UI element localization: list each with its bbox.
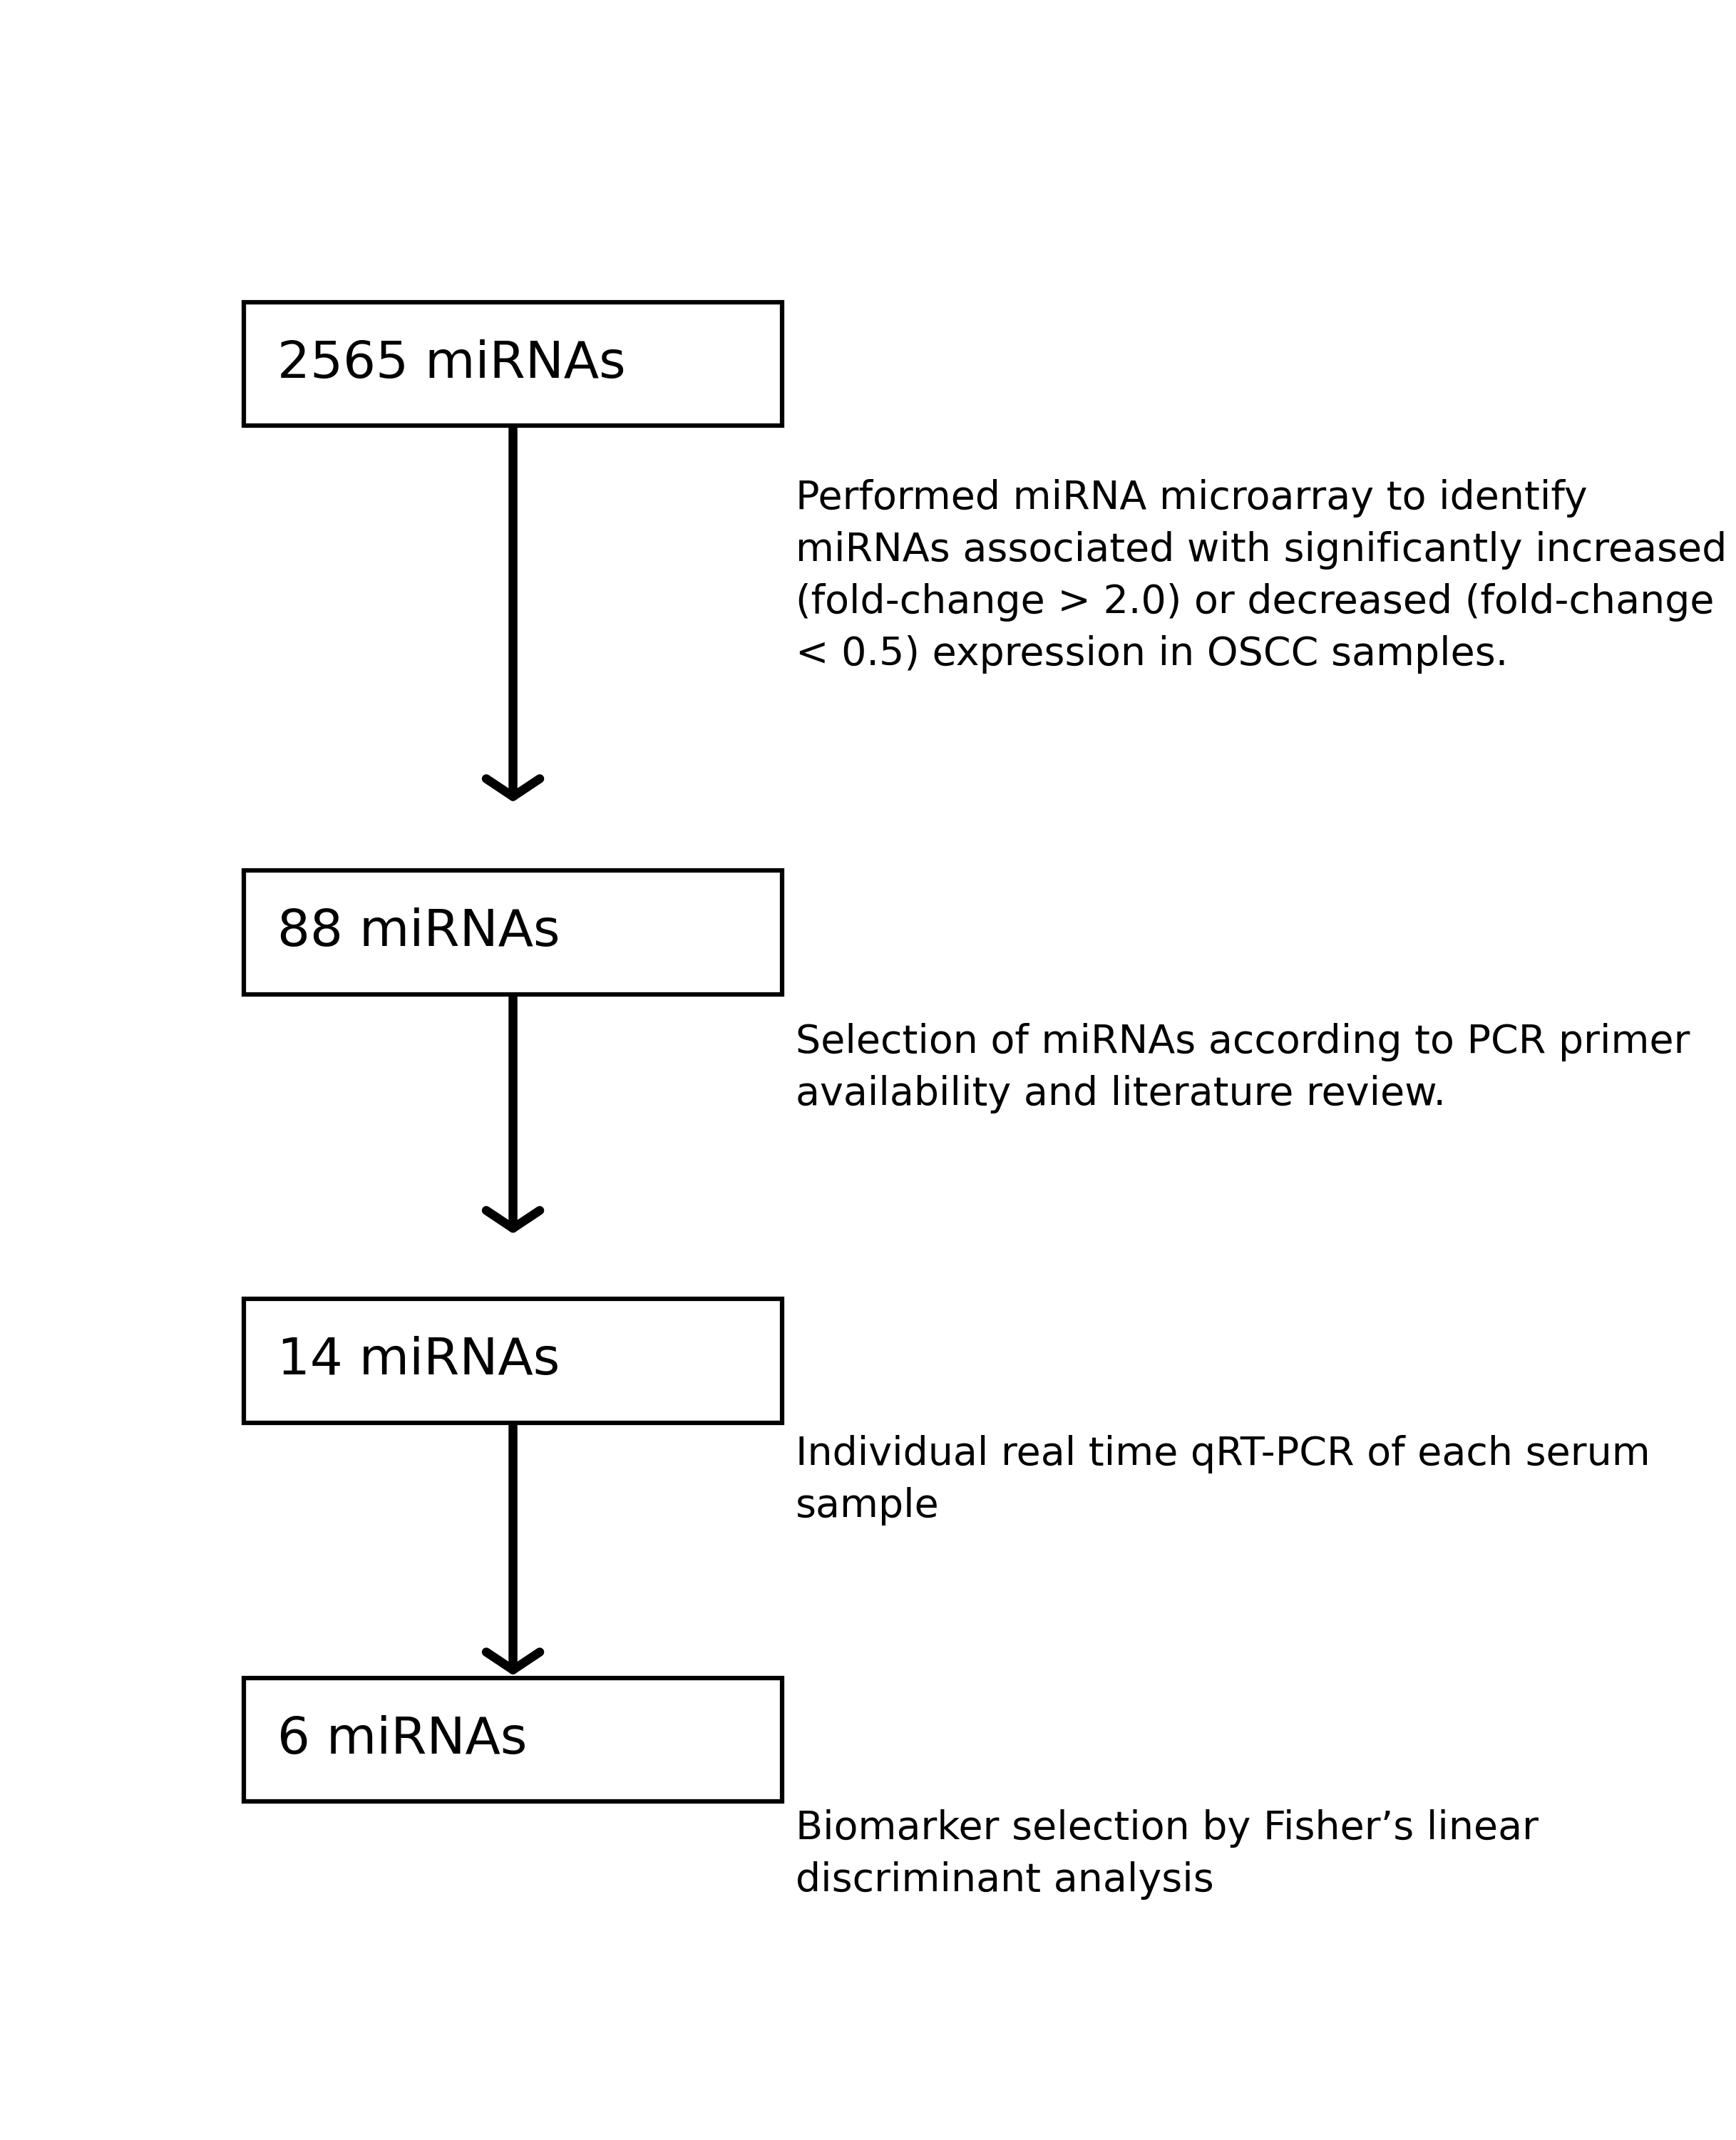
Text: 6 miRNAs: 6 miRNAs	[278, 1716, 528, 1763]
Text: Individual real time qRT-PCR of each serum
sample: Individual real time qRT-PCR of each ser…	[795, 1436, 1651, 1526]
Bar	[243, 871, 781, 995]
Text: Performed miRNA microarray to identify
miRNAs associated with significantly incr: Performed miRNA microarray to identify m…	[795, 479, 1727, 674]
Text: 2565 miRNAs: 2565 miRNAs	[278, 340, 627, 389]
Text: 14 miRNAs: 14 miRNAs	[278, 1335, 561, 1385]
Bar	[243, 1299, 781, 1423]
Text: Biomarker selection by Fisher’s linear
discriminant analysis: Biomarker selection by Fisher’s linear d…	[795, 1808, 1538, 1900]
Bar	[243, 1678, 781, 1802]
Bar	[243, 302, 781, 426]
Text: 88 miRNAs: 88 miRNAs	[278, 907, 561, 957]
Text: Selection of miRNAs according to PCR primer
availability and literature review.: Selection of miRNAs according to PCR pri…	[795, 1023, 1689, 1113]
